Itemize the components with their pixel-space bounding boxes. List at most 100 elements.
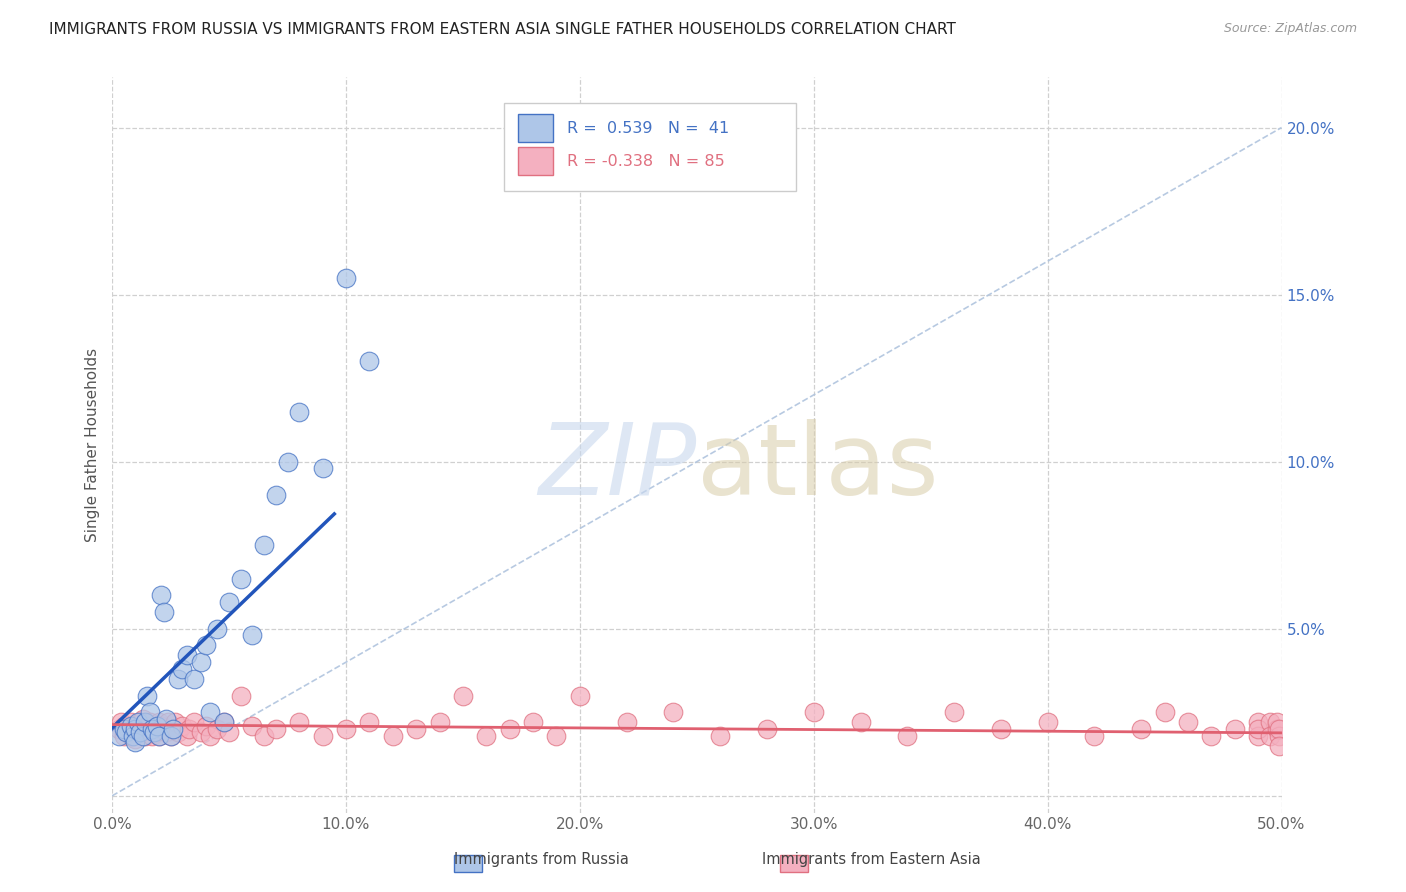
Point <box>359 354 381 368</box>
Point <box>138 706 160 720</box>
Point <box>568 689 591 703</box>
Point <box>1268 739 1291 753</box>
Point <box>214 715 236 730</box>
Point <box>1036 715 1059 730</box>
Text: IMMIGRANTS FROM RUSSIA VS IMMIGRANTS FROM EASTERN ASIA SINGLE FATHER HOUSEHOLDS : IMMIGRANTS FROM RUSSIA VS IMMIGRANTS FRO… <box>49 22 956 37</box>
Point <box>115 725 138 739</box>
Point <box>288 404 311 418</box>
Text: R =  0.539   N =  41: R = 0.539 N = 41 <box>567 121 730 136</box>
Point <box>117 722 139 736</box>
Point <box>172 662 194 676</box>
Point <box>159 729 181 743</box>
Point <box>183 672 205 686</box>
Point <box>214 715 236 730</box>
Point <box>129 715 152 730</box>
Point <box>120 719 142 733</box>
Point <box>131 712 153 726</box>
Point <box>172 719 194 733</box>
Point <box>183 715 205 730</box>
Point <box>276 455 298 469</box>
Point <box>662 706 685 720</box>
Point <box>143 722 166 736</box>
Text: Source: ZipAtlas.com: Source: ZipAtlas.com <box>1223 22 1357 36</box>
Point <box>311 461 333 475</box>
Point <box>288 715 311 730</box>
FancyBboxPatch shape <box>517 147 553 175</box>
Point <box>242 719 264 733</box>
Point <box>335 271 357 285</box>
Point <box>1265 722 1288 736</box>
Point <box>136 722 159 736</box>
Point <box>136 719 159 733</box>
Point <box>120 729 142 743</box>
Point <box>152 605 174 619</box>
Point <box>148 729 170 743</box>
Point <box>253 729 276 743</box>
Point <box>207 722 229 736</box>
Y-axis label: Single Father Households: Single Father Households <box>86 348 100 542</box>
Point <box>451 689 474 703</box>
Point <box>1177 715 1199 730</box>
Point <box>131 725 153 739</box>
Point <box>108 722 131 736</box>
Point <box>1268 729 1291 743</box>
Point <box>1258 729 1281 743</box>
Text: R = -0.338   N = 85: R = -0.338 N = 85 <box>567 154 724 169</box>
Point <box>207 622 229 636</box>
Point <box>1201 729 1223 743</box>
Point <box>150 588 173 602</box>
Text: Immigrants from Eastern Asia: Immigrants from Eastern Asia <box>762 852 981 867</box>
Point <box>194 719 217 733</box>
Point <box>311 729 333 743</box>
Point <box>141 729 163 743</box>
Point <box>1265 715 1288 730</box>
Point <box>176 648 198 663</box>
Point <box>136 689 159 703</box>
Point <box>405 722 427 736</box>
Point <box>162 722 184 736</box>
Point <box>176 729 198 743</box>
Point <box>264 722 287 736</box>
Point <box>1130 722 1153 736</box>
Point <box>1258 715 1281 730</box>
Point <box>896 729 918 743</box>
Point <box>150 719 173 733</box>
Point <box>124 719 146 733</box>
Point <box>122 725 145 739</box>
Point <box>152 722 174 736</box>
Point <box>335 722 357 736</box>
Point <box>134 715 156 730</box>
Point <box>127 722 149 736</box>
Point <box>1247 729 1270 743</box>
Point <box>157 715 180 730</box>
Point <box>124 732 146 747</box>
Text: ZIP: ZIP <box>538 418 697 516</box>
Point <box>112 722 135 736</box>
Point <box>155 712 177 726</box>
Point <box>141 722 163 736</box>
Point <box>190 725 212 739</box>
Point <box>242 628 264 642</box>
Point <box>110 715 132 730</box>
Point <box>264 488 287 502</box>
Point <box>1153 706 1175 720</box>
Point <box>127 715 149 730</box>
Point <box>381 729 404 743</box>
Point <box>155 725 177 739</box>
Point <box>616 715 638 730</box>
FancyBboxPatch shape <box>517 114 553 142</box>
FancyBboxPatch shape <box>503 103 796 192</box>
Point <box>1223 722 1246 736</box>
Point <box>115 725 138 739</box>
Point <box>1268 722 1291 736</box>
Text: Immigrants from Russia: Immigrants from Russia <box>454 852 628 867</box>
Point <box>162 722 184 736</box>
Point <box>499 722 522 736</box>
Text: atlas: atlas <box>697 418 938 516</box>
Point <box>253 538 276 552</box>
Point <box>990 722 1012 736</box>
Point <box>756 722 779 736</box>
Point <box>148 715 170 730</box>
Point <box>143 725 166 739</box>
Point <box>145 725 167 739</box>
